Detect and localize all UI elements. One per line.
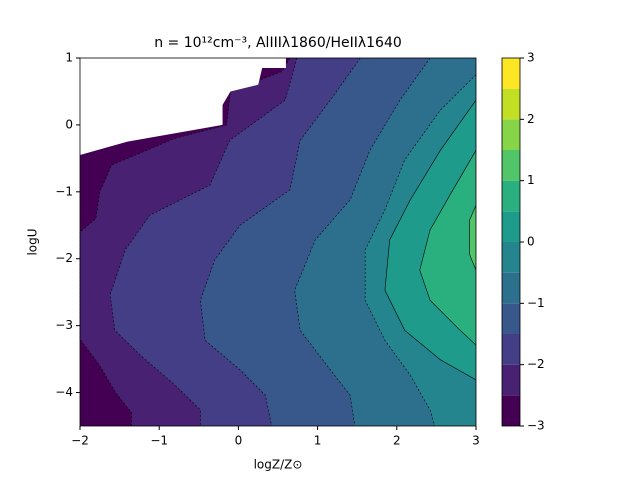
contour-line <box>419 150 477 346</box>
x-tick-label: −2 <box>71 434 89 448</box>
y-tick-label: 0 <box>65 117 73 131</box>
x-tick-label: 2 <box>393 434 401 448</box>
colorbar-band <box>502 395 520 426</box>
contour-line <box>294 57 431 427</box>
y-tick-label: −3 <box>55 318 73 332</box>
y-tick-label: −1 <box>55 184 73 198</box>
plot-frame <box>79 57 477 427</box>
colorbar-tick-label: 1 <box>527 173 535 187</box>
colorbar-band <box>502 364 520 396</box>
contour-line <box>109 57 298 426</box>
colorbar-band <box>502 119 520 150</box>
y-tick-label: −2 <box>55 251 73 265</box>
contour-band <box>469 205 476 271</box>
colorbar-band <box>502 211 520 242</box>
colorbar-band <box>502 303 520 334</box>
x-tick-label: 1 <box>314 434 322 448</box>
colorbar-band <box>502 334 520 365</box>
y-axis-label: logU <box>26 228 40 255</box>
colorbar-band <box>502 150 520 181</box>
y-tick-label: 1 <box>65 51 73 65</box>
colorbar-band <box>502 180 520 212</box>
colorbar-tick-label: 3 <box>527 51 535 65</box>
contour-line <box>469 205 477 271</box>
colorbar-tick-label: 0 <box>527 235 535 249</box>
x-axis-label: logZ/Z⊙ <box>254 458 303 472</box>
x-tick-label: −1 <box>150 434 168 448</box>
colorbar-band <box>502 242 520 273</box>
colorbar-band <box>502 272 520 304</box>
colorbar-tick-label: 2 <box>527 112 535 126</box>
colorbar-tick-label: −1 <box>527 296 545 310</box>
contour-line <box>364 74 477 427</box>
contour-band <box>419 150 476 346</box>
colorbar-band <box>502 58 520 89</box>
x-tick-label: 0 <box>235 434 243 448</box>
y-tick-label: −4 <box>55 385 73 399</box>
contour-line <box>384 99 477 381</box>
colorbar-band <box>502 88 520 120</box>
colorbar-tick-label: −2 <box>527 357 545 371</box>
contour-line <box>200 57 361 427</box>
x-tick-label: 3 <box>472 434 480 448</box>
chart-title: n = 10¹²cm⁻³, AlIIIλ1860/HeIIλ1640 <box>154 35 402 51</box>
no-data-region <box>80 58 286 156</box>
contour-line <box>79 57 291 426</box>
colorbar-tick-label: −3 <box>527 419 545 433</box>
